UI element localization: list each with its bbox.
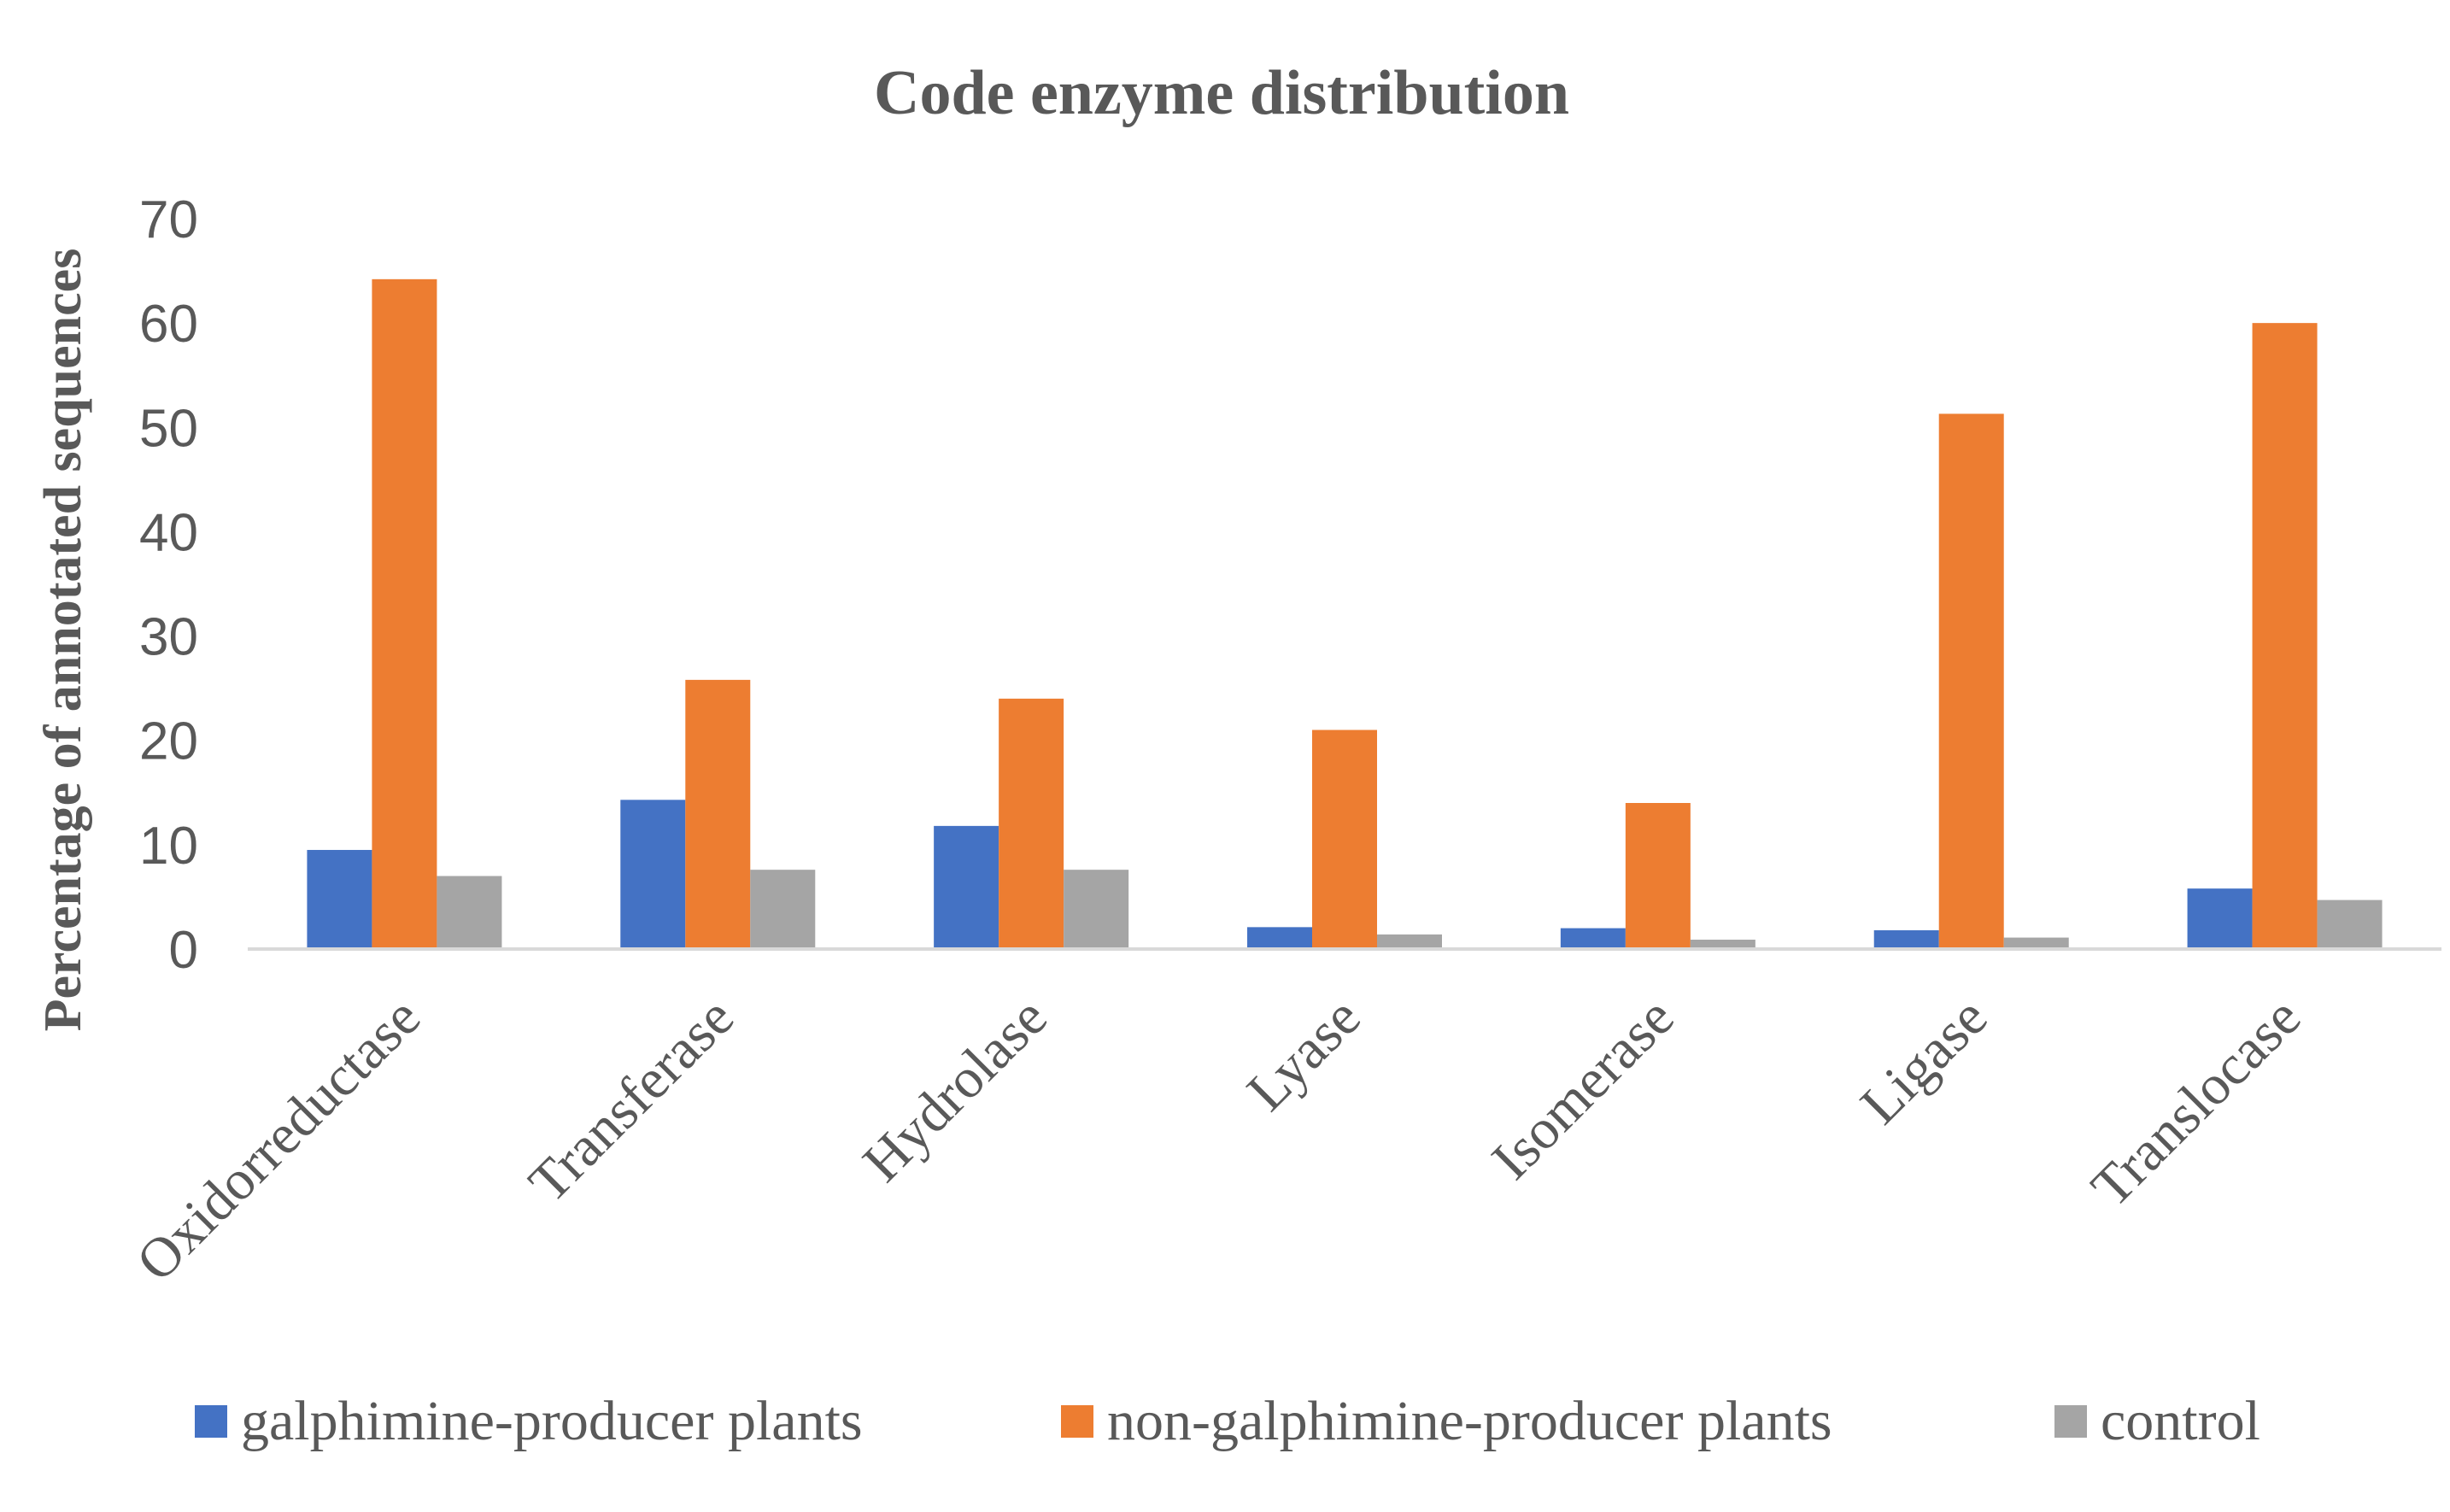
bar-isomerase-control	[1690, 940, 1755, 949]
x-tick-label-ligase: Ligase	[1849, 986, 1999, 1136]
bar-hydrolase-galphimine-producer	[934, 825, 999, 949]
legend-label-0: galphimine-producer plants	[241, 1390, 863, 1452]
y-tick-label: 50	[139, 399, 198, 458]
x-axis-ticks: Oxidorreductase Transferase Hydrolase Lyase…	[125, 986, 2312, 1293]
y-axis-label: Percentage of annotated sequences	[34, 249, 92, 1032]
x-tick-label-translocase: Translocase	[2079, 986, 2312, 1219]
bar-hydrolase-non-galphimine-producer	[999, 698, 1064, 949]
y-tick-label: 0	[169, 921, 198, 980]
x-tick-label-lyase: Lyase	[1235, 986, 1372, 1122]
y-tick-label: 30	[139, 608, 198, 667]
bar-ligase-control	[2003, 937, 2069, 949]
legend-swatch-0	[195, 1405, 227, 1438]
bar-translocase-galphimine-producer	[2187, 888, 2253, 949]
chart-title: Code enzyme distribution	[874, 58, 1569, 128]
legend-label-1: non-galphimine-producer plants	[1107, 1390, 1832, 1452]
legend-label-2: control	[2101, 1390, 2260, 1452]
y-tick-label: 70	[139, 190, 198, 249]
bar-lyase-non-galphimine-producer	[1312, 730, 1377, 949]
bar-isomerase-non-galphimine-producer	[1625, 803, 1691, 949]
y-axis-ticks: 0 10 20 30 40 50 60 70	[139, 190, 198, 980]
bar-translocase-non-galphimine-producer	[2252, 323, 2318, 950]
bar-transferase-non-galphimine-producer	[685, 679, 751, 949]
bars-group	[307, 278, 2383, 950]
bar-ligase-galphimine-producer	[1873, 930, 1939, 949]
x-tick-label-isomerase: Isomerase	[1480, 986, 1686, 1192]
bar-hydrolase-control	[1064, 870, 1129, 949]
bar-transferase-control	[750, 870, 816, 949]
bar-oxidorreductase-galphimine-producer	[307, 849, 372, 949]
bar-oxidorreductase-non-galphimine-producer	[372, 278, 437, 949]
y-tick-label: 10	[139, 817, 198, 876]
bar-isomerase-galphimine-producer	[1560, 928, 1626, 949]
y-tick-label: 40	[139, 503, 198, 562]
x-tick-label-oxidorreductase: Oxidorreductase	[125, 986, 432, 1293]
x-tick-label-hydrolase: Hydrolase	[851, 986, 1058, 1193]
legend: galphimine-producer plants non-galphimine…	[195, 1390, 2260, 1452]
y-tick-label: 20	[139, 712, 198, 771]
bar-lyase-control	[1377, 934, 1442, 949]
bar-oxidorreductase-control	[437, 876, 502, 949]
bar-translocase-control	[2317, 900, 2383, 949]
bar-ligase-non-galphimine-producer	[1938, 413, 2004, 950]
bar-lyase-galphimine-producer	[1247, 927, 1312, 949]
y-tick-label: 60	[139, 295, 198, 354]
bar-transferase-galphimine-producer	[620, 800, 686, 949]
x-tick-label-transferase: Transferase	[517, 986, 746, 1215]
legend-swatch-1	[1061, 1405, 1093, 1438]
legend-swatch-2	[2054, 1405, 2087, 1438]
